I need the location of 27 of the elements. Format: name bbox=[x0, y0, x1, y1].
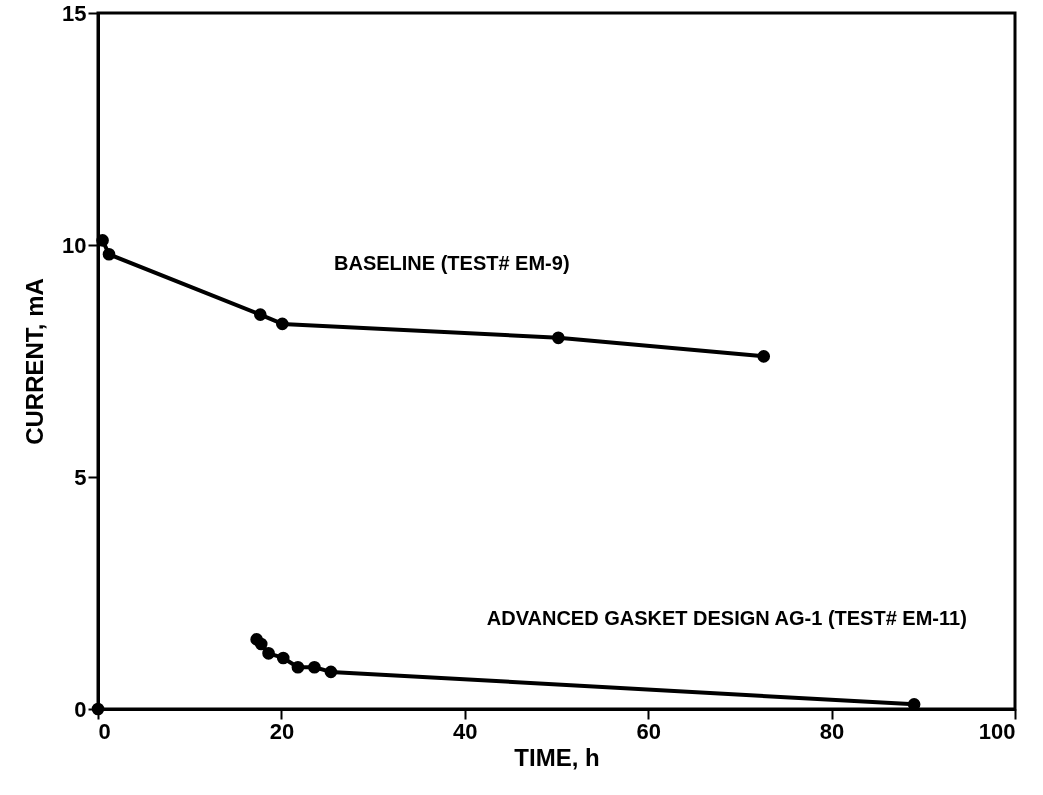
point bbox=[291, 660, 305, 674]
y-tick-label: 15 bbox=[62, 0, 87, 26]
y-tick-label: 0 bbox=[74, 696, 87, 722]
y-tick-label: 5 bbox=[74, 464, 87, 490]
point bbox=[308, 660, 321, 674]
point bbox=[757, 350, 771, 363]
point bbox=[262, 647, 275, 660]
point bbox=[254, 637, 268, 651]
text: ADVANCED GASKET DESIGN AG-1 (TEST# EM-11) bbox=[486, 606, 967, 629]
point bbox=[324, 665, 338, 679]
x-tick-label: 0 bbox=[98, 718, 111, 744]
point bbox=[276, 651, 290, 665]
text: BASELINE (TEST# EM-9) bbox=[333, 252, 570, 275]
x-axis-title: TIME, h bbox=[514, 743, 600, 771]
y-tick-label: 10 bbox=[62, 232, 87, 258]
point bbox=[275, 317, 289, 331]
y-axis-title: CURRENT, mA bbox=[21, 278, 49, 445]
x-tick-label: 100 bbox=[978, 718, 1016, 744]
point bbox=[552, 331, 565, 345]
x-tick-label: 20 bbox=[269, 718, 295, 744]
point bbox=[253, 308, 267, 321]
x-tick-label: 60 bbox=[636, 718, 661, 744]
point bbox=[91, 702, 105, 716]
x-tick-label: 80 bbox=[819, 718, 845, 744]
point bbox=[96, 234, 109, 247]
x-tick-label: 40 bbox=[453, 718, 478, 744]
point bbox=[102, 247, 116, 261]
